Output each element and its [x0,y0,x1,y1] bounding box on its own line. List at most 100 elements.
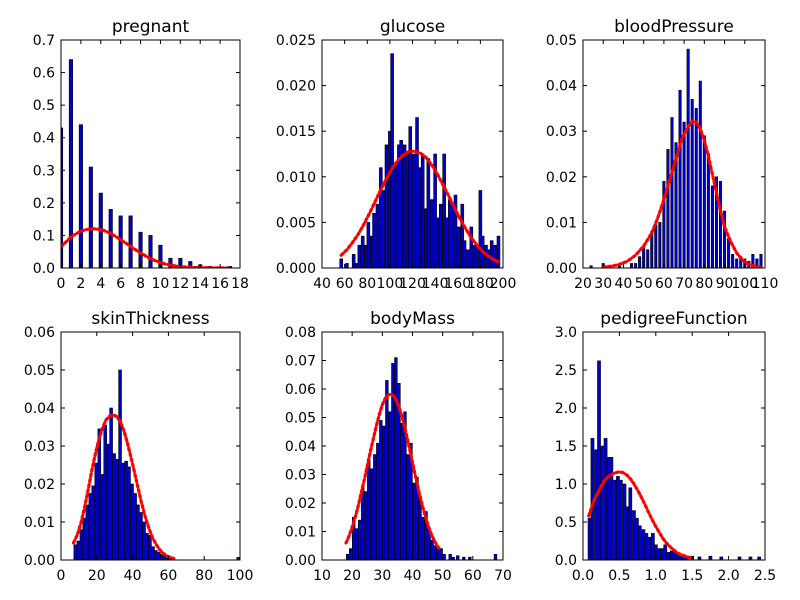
x-tick: 1.5 [681,332,703,584]
y-tick-label: 2.0 [555,401,577,417]
y-tick: 0.01 [546,215,765,231]
histogram-bar [654,224,658,268]
histogram-bar [136,504,140,560]
histogram-bar [370,468,374,560]
y-tick-label: 0.7 [33,33,55,49]
x-tick-label: 70 [675,276,693,292]
density-curve [344,392,442,551]
histogram-bar [600,445,604,560]
y-tick: 0.010 [276,170,503,186]
x-tick: 160 [444,40,471,292]
histogram-bar [345,553,350,560]
y-tick-label: 0.000 [276,261,316,277]
x-tick-label: 30 [373,568,391,584]
histogram-bar [421,516,425,560]
y-tick-label: 0.00 [546,261,577,277]
axes-frame [582,39,766,269]
x-tick-label: 160 [444,276,471,292]
x-tick-label: 40 [404,568,422,584]
subplot-skinThickness: 0 20 40 60 80 100 0.00 0.01 0.02 0.03 0.04 0.05 0.06… [24,309,254,584]
y-tick: 0.00 [24,553,240,569]
histogram-bar [678,89,682,268]
x-tick-label: 20 [88,568,106,584]
subplot-pedigreeFunction: 0.0 0.5 1.0 1.5 2.0 2.5 0.0 0.5 1.0 1.5 2.0 2.5 3.0 p… [555,309,776,584]
histogram-bar [672,552,677,560]
y-tick-label: 0.4 [33,131,55,147]
histogram-bar [163,555,167,560]
x-tick-label: 0 [57,276,66,292]
histogram-bar [439,203,443,268]
histogram-bar [91,485,95,560]
histogram-bar [630,263,634,268]
histogram-bar [489,240,494,268]
histogram-bar [466,249,470,268]
x-tick-label: 50 [434,568,452,584]
x-tick: 40 [404,332,422,584]
x-tick: 110 [752,40,778,292]
x-tick: 20 [343,332,361,584]
histogram-bar [148,235,153,268]
histogram-bar [426,158,431,268]
x-tick: 30 [373,332,391,584]
histogram-bar [103,424,107,560]
x-tick: 100 [227,332,254,584]
x-tick-label: 14 [191,276,209,292]
histogram-bar [663,544,668,560]
x-tick-label: 16 [211,276,229,292]
histogram-bar [360,235,365,268]
subplot-bodyMass: 10 20 30 40 50 60 70 0.00 0.01 0.02 0.03 0.04 0.05 0.… [285,309,512,584]
histogram-bar [658,222,662,268]
plot-area [339,53,502,268]
x-tick: 100 [731,40,758,292]
y-tick: 1.5 [555,439,765,455]
x-tick-label: 1.0 [645,568,667,584]
histogram-bar [442,553,446,560]
chart-title: pedigreeFunction [600,309,747,329]
histogram-bar [391,363,395,560]
histogram-bar [420,153,425,268]
y-tick-label: 0.01 [546,215,577,231]
histogram-bar [108,209,113,268]
histogram-bar [112,453,116,560]
chart-title: glucose [380,17,445,37]
histogram-bar [714,176,718,268]
histogram-bar [706,153,710,268]
histogram-bar [647,536,652,560]
histogram-bar [625,506,630,560]
density-curve [339,149,502,265]
histogram-bar [127,466,131,560]
y-tick-label: 0.08 [285,325,316,341]
x-tick-label: 60 [336,276,354,292]
y-tick-label: 0.03 [285,468,316,484]
histogram-bar [402,144,407,268]
histogram-bar [128,215,133,268]
histogram-bar [589,265,593,268]
y-tick-label: 2.5 [555,363,577,379]
y-tick-label: 0.04 [546,79,577,95]
y-tick: 0.000 [276,261,503,277]
y-tick-label: 0.04 [24,401,55,417]
y-tick: 0.015 [276,124,503,140]
plot-area [71,369,240,560]
y-tick: 0.06 [285,382,503,398]
density-curve [71,413,176,560]
x-tick-label: 100 [731,276,758,292]
histogram-bar [400,422,404,560]
histogram-bar [694,108,698,268]
x-tick: 70 [675,40,693,292]
histogram-bar [656,548,661,560]
x-tick: 2.5 [754,332,776,584]
histogram-bar [727,238,731,268]
histogram-bar [723,210,727,268]
histogram-bar [372,212,376,268]
histogram-bar [702,135,706,268]
histogram-bar [366,222,371,268]
x-tick-label: 20 [574,276,592,292]
x-tick: 14 [191,40,209,292]
x-tick-label: 100 [227,568,254,584]
histogram-bar [412,482,416,560]
histogram-bar [358,519,362,560]
histogram-bar [587,517,592,560]
x-tick-label: 1.5 [681,568,703,584]
histogram-bar [430,539,434,560]
